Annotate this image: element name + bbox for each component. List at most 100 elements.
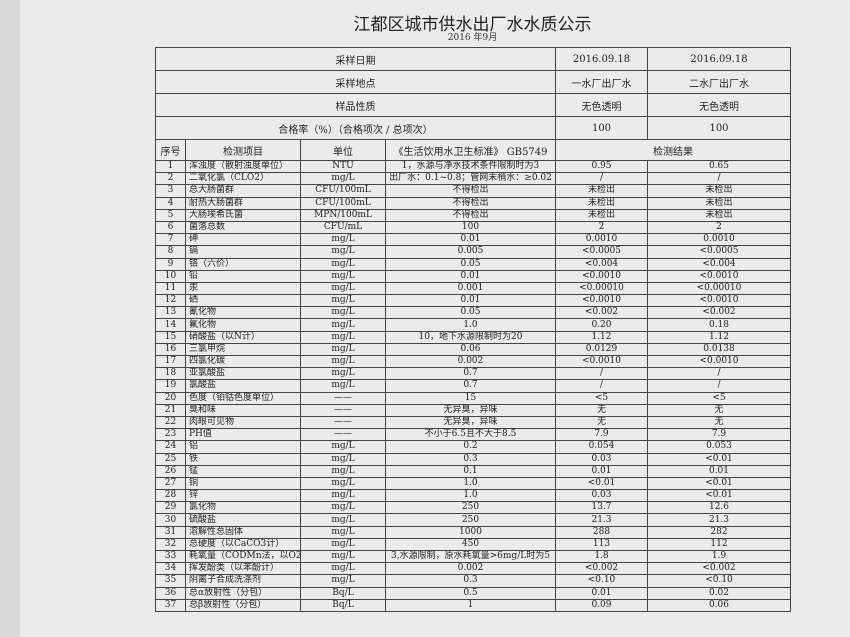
cell: 100 (385, 220, 556, 235)
cell: 总硬度（以CaCO3计） (185, 537, 301, 552)
cell: 亚氯酸盐 (185, 367, 301, 381)
cell: mg/L (300, 525, 386, 539)
data-row: 16 三氯甲烷 mg/L 0.06 0.0129 0.0138 (155, 342, 791, 357)
cell: 288 (555, 525, 648, 539)
info-value: 一水厂出厂水 (555, 70, 648, 94)
cell: 1.0 (385, 476, 556, 491)
cell: <0.01 (647, 489, 791, 503)
cell: <0.0005 (647, 245, 791, 259)
cell: 3,水源限制，原水耗氧量>6mg/L时为5 (385, 549, 556, 564)
cell: 17 (155, 354, 186, 369)
cell: 肉眼可见物 (185, 415, 301, 430)
cell: 0.06 (647, 598, 791, 612)
cell: 无 (555, 403, 648, 417)
cell: mg/L (300, 513, 386, 527)
cell: 0.001 (385, 281, 556, 296)
column-header: 单位 (300, 139, 386, 161)
cell: 0.0138 (647, 342, 791, 357)
cell: <0.002 (647, 306, 791, 320)
info-label: 合格率（%）（合格项次 / 总项次） (155, 116, 556, 140)
cell: mg/L (300, 245, 386, 259)
cell: mg/L (300, 281, 386, 296)
cell: —— (300, 403, 386, 417)
cell: 臭和味 (185, 403, 301, 417)
data-row: 11 汞 mg/L 0.001 <0.00010 <0.00010 (155, 281, 791, 296)
cell: mg/L (300, 294, 386, 308)
cell: 未检出 (555, 184, 648, 198)
cell: 27 (155, 476, 186, 491)
cell: 0.02 (647, 586, 791, 600)
cell: <5 (555, 391, 648, 405)
cell: 23 (155, 428, 186, 442)
cell: mg/L (300, 440, 386, 454)
cell: 1.0 (385, 489, 556, 503)
info-row: 采样地点 一水厂出厂水 二水厂出厂水 (155, 70, 791, 94)
data-row: 2 二氧化氯（CLO2） mg/L 出厂水：0.1~0.8；管网末梢水：≥0.02// (155, 172, 791, 186)
cell: 0.054 (555, 440, 648, 454)
cell: 1000 (385, 525, 556, 539)
cell: 26 (155, 464, 186, 478)
cell: mg/L (300, 330, 386, 344)
data-row: 25 铁 mg/L 0.3 0.03 <0.01 (155, 452, 791, 466)
cell: 无 (647, 403, 791, 417)
data-row: 6 菌落总数 CFU/mL 100 2 2 (155, 220, 791, 235)
cell: 0.09 (555, 598, 648, 612)
cell: 无异臭，异味 (385, 415, 556, 430)
cell: 34 (155, 562, 186, 576)
cell: <0.01 (647, 476, 791, 491)
cell: 无 (647, 415, 791, 430)
cell: mg/L (300, 562, 386, 576)
cell: mg/L (300, 342, 386, 357)
data-row: 15 硝酸盐（以N计） mg/L 10，地下水源限制时为20 1.12 1.12 (155, 330, 791, 344)
cell: 2 (555, 220, 648, 235)
data-row: 10 铅 mg/L 0.01 <0.0010 <0.0010 (155, 269, 791, 283)
cell: 硫酸盐 (185, 513, 301, 527)
cell: 未检出 (555, 208, 648, 222)
cell: 1.9 (647, 549, 791, 564)
cell: NTU (300, 159, 386, 174)
data-row: 24 铝 mg/L 0.2 0.054 0.053 (155, 440, 791, 454)
cell: 2 (647, 220, 791, 235)
info-label: 采样地点 (155, 70, 556, 94)
header-row: 序号 检测项目 单位 《生活饮用水卫生标准》 GB5749 检测结果 (155, 139, 791, 161)
cell: 大肠埃希氏菌 (185, 208, 301, 222)
info-value: 无色透明 (555, 93, 648, 117)
cell: —— (300, 391, 386, 405)
cell: 0.0010 (647, 233, 791, 247)
cell: <0.0010 (555, 269, 648, 283)
cell: 耗氧量（CODMn法，以O2计） (185, 549, 301, 564)
cell: 0.06 (385, 342, 556, 357)
data-row: 9 铬（六价） mg/L 0.05 <0.004 <0.004 (155, 257, 791, 271)
cell: 15 (155, 330, 186, 344)
cell: mg/L (300, 257, 386, 271)
cell: <0.004 (555, 257, 648, 271)
cell: 30 (155, 513, 186, 527)
cell: mg/L (300, 306, 386, 320)
cell: —— (300, 428, 386, 442)
cell: 总α放射性（分包） (185, 586, 301, 600)
cell: 0.3 (385, 574, 556, 588)
cell: 0.0129 (555, 342, 648, 357)
cell: <0.00010 (555, 281, 648, 296)
cell: 0.002 (385, 354, 556, 369)
cell: / (647, 367, 791, 381)
info-row: 合格率（%）（合格项次 / 总项次） 100 100 (155, 116, 791, 140)
cell: Bq/L (300, 586, 386, 600)
cell: 无异臭，异味 (385, 403, 556, 417)
cell: 色度（铂钴色度单位） (185, 391, 301, 405)
cell: 铝 (185, 440, 301, 454)
cell: 总β放射性（分包） (185, 598, 301, 612)
cell: Bq/L (300, 598, 386, 612)
cell: 250 (385, 513, 556, 527)
data-row: 7 砷 mg/L 0.01 0.0010 0.0010 (155, 233, 791, 247)
info-value: 100 (555, 116, 648, 140)
data-row: 21 臭和味 —— 无异臭，异味无无 (155, 403, 791, 417)
cell: 4 (155, 196, 186, 210)
data-row: 33耗氧量（CODMn法，以O2计）mg/L3,水源限制，原水耗氧量>6mg/L… (155, 549, 791, 564)
cell: 0.005 (385, 245, 556, 259)
cell: 0.95 (555, 159, 648, 174)
cell: 0.03 (555, 489, 648, 503)
cell: 7.9 (555, 428, 648, 442)
data-row: 20 色度（铂钴色度单位） —— 15 <5 <5 (155, 391, 791, 405)
cell: 0.002 (385, 562, 556, 576)
